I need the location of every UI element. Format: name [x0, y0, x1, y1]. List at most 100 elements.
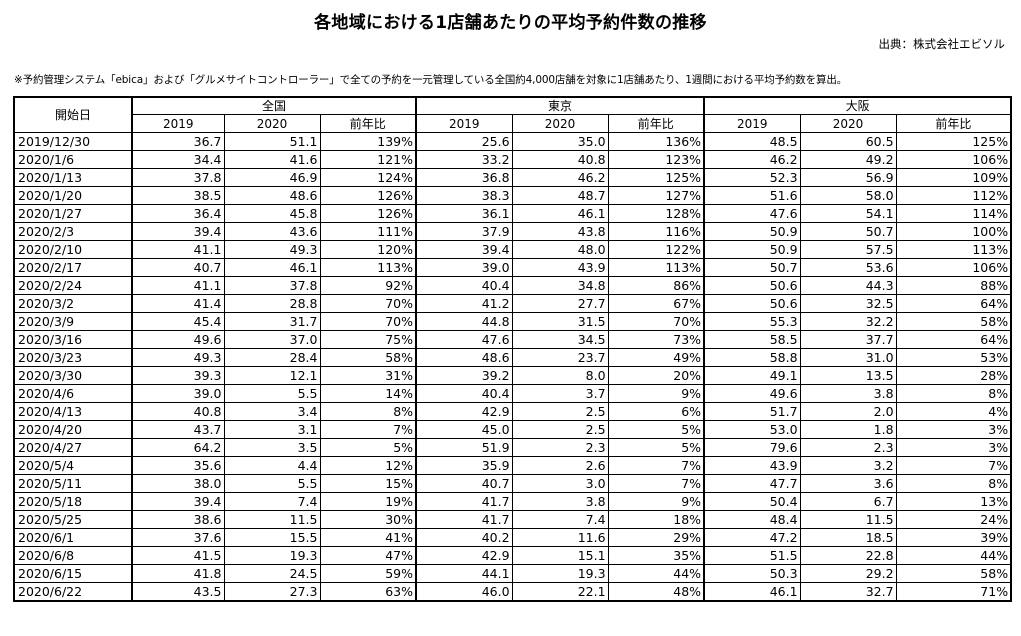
national-yoy-cell: 59%: [319, 564, 417, 583]
tokyo-2019-cell: 41.7: [415, 492, 513, 511]
osaka-yoy-cell: 28%: [895, 366, 1012, 385]
tokyo-2019-cell: 40.4: [415, 276, 513, 295]
tokyo-2019-cell: 46.0: [415, 582, 513, 602]
sub-header-national-yoy: 前年比: [319, 114, 417, 133]
tokyo-yoy-cell: 5%: [607, 420, 705, 439]
table-row: 2020/1/6 34.4 41.6 121% 33.2 40.8 123% 46.2 49.2…: [13, 150, 1012, 169]
tokyo-2020-cell: 48.0: [511, 240, 609, 259]
tokyo-2019-cell: 36.8: [415, 168, 513, 187]
tokyo-2020-cell: 34.5: [511, 330, 609, 349]
tokyo-2020-cell: 46.1: [511, 204, 609, 223]
osaka-2019-cell: 46.1: [703, 582, 801, 602]
date-cell: 2020/3/2: [13, 294, 133, 313]
national-2019-cell: 34.4: [131, 150, 225, 169]
national-2019-cell: 39.4: [131, 222, 225, 241]
date-cell: 2020/2/24: [13, 276, 133, 295]
date-cell: 2020/6/22: [13, 582, 133, 602]
national-2019-cell: 43.5: [131, 582, 225, 602]
national-2020-cell: 46.9: [223, 168, 321, 187]
osaka-2020-cell: 32.2: [799, 312, 897, 331]
table-row: 2020/4/20 43.7 3.1 7% 45.0 2.5 5% 53.0 1.8 3%: [13, 420, 1012, 439]
osaka-2019-cell: 47.2: [703, 528, 801, 547]
date-cell: 2019/12/30: [13, 132, 133, 151]
tokyo-yoy-cell: 136%: [607, 132, 705, 151]
region-header-row: 開始日 全国 東京 大阪: [13, 96, 1012, 133]
table-row: 2020/2/24 41.1 37.8 92% 40.4 34.8 86% 50.6 44.3 8…: [13, 276, 1012, 295]
national-yoy-cell: 126%: [319, 204, 417, 223]
national-yoy-cell: 75%: [319, 330, 417, 349]
national-2020-cell: 3.1: [223, 420, 321, 439]
national-2020-cell: 27.3: [223, 582, 321, 602]
tokyo-2019-cell: 41.7: [415, 510, 513, 529]
national-yoy-cell: 30%: [319, 510, 417, 529]
date-cell: 2020/4/20: [13, 420, 133, 439]
tokyo-2020-cell: 27.7: [511, 294, 609, 313]
source-credit: 出典：株式会社エビソル: [878, 37, 1006, 51]
date-cell: 2020/3/23: [13, 348, 133, 367]
tokyo-2020-cell: 8.0: [511, 366, 609, 385]
osaka-2020-cell: 6.7: [799, 492, 897, 511]
date-cell: 2020/4/27: [13, 438, 133, 457]
sub-header-osaka-2019: 2019: [703, 114, 801, 133]
table-row: 2020/3/16 49.6 37.0 75% 47.6 34.5 73% 58.5 37.7 6…: [13, 330, 1012, 349]
national-2020-cell: 49.3: [223, 240, 321, 259]
osaka-yoy-cell: 53%: [895, 348, 1012, 367]
national-2020-cell: 28.8: [223, 294, 321, 313]
osaka-yoy-cell: 3%: [895, 420, 1012, 439]
national-yoy-cell: 41%: [319, 528, 417, 547]
tokyo-2019-cell: 40.7: [415, 474, 513, 493]
osaka-2019-cell: 48.4: [703, 510, 801, 529]
national-yoy-cell: 15%: [319, 474, 417, 493]
tokyo-yoy-cell: 122%: [607, 240, 705, 259]
table-row: 2020/6/22 43.5 27.3 63% 46.0 22.1 48% 46.1 32.7 7…: [13, 582, 1012, 602]
tokyo-2020-cell: 43.8: [511, 222, 609, 241]
tokyo-2020-cell: 11.6: [511, 528, 609, 547]
tokyo-yoy-cell: 20%: [607, 366, 705, 385]
tokyo-2020-cell: 2.5: [511, 420, 609, 439]
osaka-2020-cell: 3.2: [799, 456, 897, 475]
national-2020-cell: 46.1: [223, 258, 321, 277]
tokyo-2019-cell: 33.2: [415, 150, 513, 169]
osaka-yoy-cell: 106%: [895, 258, 1012, 277]
osaka-2020-cell: 32.7: [799, 582, 897, 602]
national-2020-cell: 31.7: [223, 312, 321, 331]
tokyo-2019-cell: 40.2: [415, 528, 513, 547]
national-yoy-cell: 70%: [319, 312, 417, 331]
osaka-2019-cell: 58.8: [703, 348, 801, 367]
tokyo-yoy-cell: 35%: [607, 546, 705, 565]
tokyo-yoy-cell: 29%: [607, 528, 705, 547]
national-2019-cell: 45.4: [131, 312, 225, 331]
osaka-2020-cell: 58.0: [799, 186, 897, 205]
national-yoy-cell: 121%: [319, 150, 417, 169]
national-2020-cell: 41.6: [223, 150, 321, 169]
tokyo-2020-cell: 46.2: [511, 168, 609, 187]
national-2019-cell: 64.2: [131, 438, 225, 457]
national-2019-cell: 37.8: [131, 168, 225, 187]
sub-header-osaka-2020: 2020: [799, 114, 897, 133]
national-yoy-cell: 58%: [319, 348, 417, 367]
date-cell: 2020/1/27: [13, 204, 133, 223]
osaka-2020-cell: 2.0: [799, 402, 897, 421]
osaka-2020-cell: 22.8: [799, 546, 897, 565]
tokyo-2020-cell: 2.3: [511, 438, 609, 457]
osaka-yoy-cell: 113%: [895, 240, 1012, 259]
tokyo-2020-cell: 34.8: [511, 276, 609, 295]
osaka-yoy-cell: 112%: [895, 186, 1012, 205]
national-2019-cell: 41.1: [131, 276, 225, 295]
national-2020-cell: 5.5: [223, 384, 321, 403]
region-header-national: 全国: [130, 96, 417, 115]
table-row: 2020/5/11 38.0 5.5 15% 40.7 3.0 7% 47.7 3.6 8%: [13, 474, 1012, 493]
osaka-2019-cell: 47.6: [703, 204, 801, 223]
table-row: 2020/5/18 39.4 7.4 19% 41.7 3.8 9% 50.4 6.7 13%: [13, 492, 1012, 511]
tokyo-2019-cell: 39.4: [415, 240, 513, 259]
osaka-2020-cell: 56.9: [799, 168, 897, 187]
sub-header-osaka-yoy: 前年比: [895, 114, 1012, 133]
osaka-2019-cell: 50.7: [703, 258, 801, 277]
national-2019-cell: 38.6: [131, 510, 225, 529]
osaka-yoy-cell: 88%: [895, 276, 1012, 295]
national-2020-cell: 5.5: [223, 474, 321, 493]
national-2020-cell: 7.4: [223, 492, 321, 511]
region-header-osaka: 大阪: [703, 96, 1012, 115]
national-yoy-cell: 8%: [319, 402, 417, 421]
national-2019-cell: 41.5: [131, 546, 225, 565]
